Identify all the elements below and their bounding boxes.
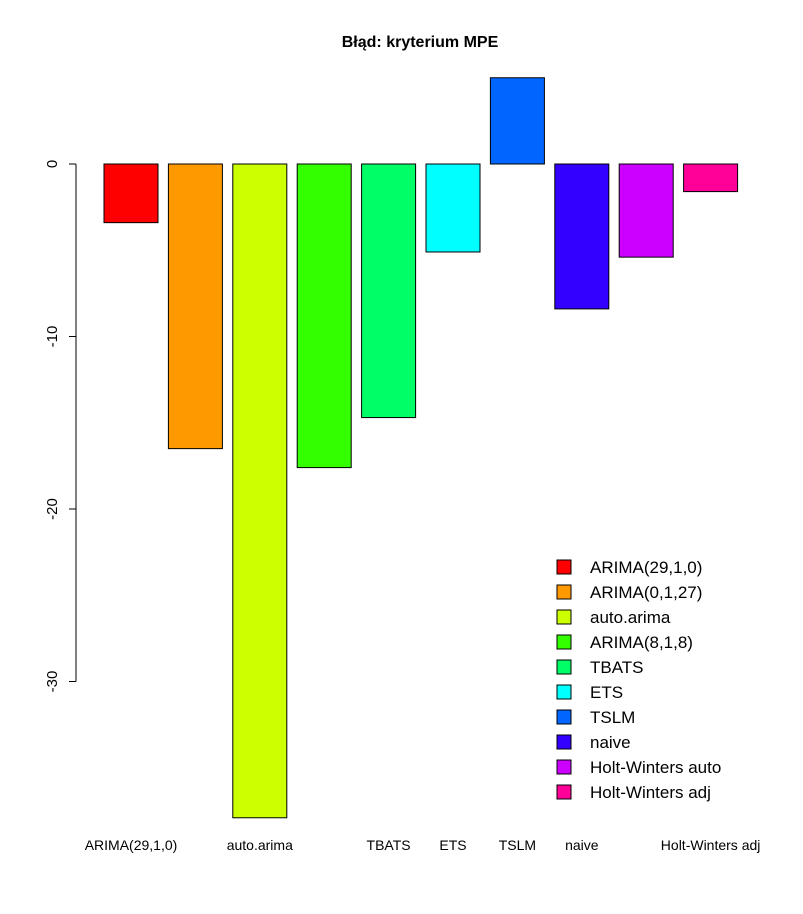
category-label: TSLM [499, 837, 536, 853]
bar [618, 163, 674, 258]
y-tick-label: -30 [44, 671, 61, 693]
legend-label: TSLM [590, 708, 635, 727]
bar [232, 163, 288, 819]
legend-swatch [556, 584, 572, 600]
bar [167, 163, 223, 450]
bar [489, 77, 545, 165]
legend-label: Holt-Winters adj [590, 783, 711, 802]
category-label: Holt-Winters adj [661, 837, 761, 853]
legend-label: ARIMA(0,1,27) [590, 583, 702, 602]
legend-swatch [556, 659, 572, 675]
legend-label: TBATS [590, 658, 644, 677]
legend-swatch [556, 784, 572, 800]
bar [683, 163, 739, 193]
legend-swatch [556, 734, 572, 750]
legend-swatch [556, 759, 572, 775]
y-tick-label: -20 [44, 498, 61, 520]
category-label: TBATS [367, 837, 411, 853]
legend-label: auto.arima [590, 608, 671, 627]
y-tick-label: 0 [44, 160, 61, 168]
legend-label: ETS [590, 683, 623, 702]
legend-swatch [556, 684, 572, 700]
legend-label: Holt-Winters auto [590, 758, 721, 777]
legend-label: ARIMA(29,1,0) [590, 558, 702, 577]
legend-label: naive [590, 733, 631, 752]
category-label: auto.arima [227, 837, 293, 853]
category-labels: ARIMA(29,1,0) auto.arima TBATS ETS TSLM naive… [85, 837, 761, 853]
category-label: ARIMA(29,1,0) [85, 837, 178, 853]
category-label: ETS [439, 837, 466, 853]
chart-title: Błąd: kryterium MPE [342, 34, 499, 51]
legend: ARIMA(29,1,0) ARIMA(0,1,27) auto.arima ARIM… [556, 558, 721, 802]
legend-swatch [556, 634, 572, 650]
bar [425, 163, 481, 253]
legend-swatch [556, 559, 572, 575]
legend-label: ARIMA(8,1,8) [590, 633, 693, 652]
bar [103, 163, 159, 224]
legend-swatch [556, 709, 572, 725]
y-axis: 0 -10 -20 -30 [44, 160, 77, 693]
legend-swatch [556, 609, 572, 625]
bar [296, 163, 352, 469]
bar [361, 163, 417, 419]
category-label: naive [565, 837, 599, 853]
y-tick-label: -10 [44, 326, 61, 348]
bars [103, 77, 739, 819]
bar [554, 163, 610, 310]
